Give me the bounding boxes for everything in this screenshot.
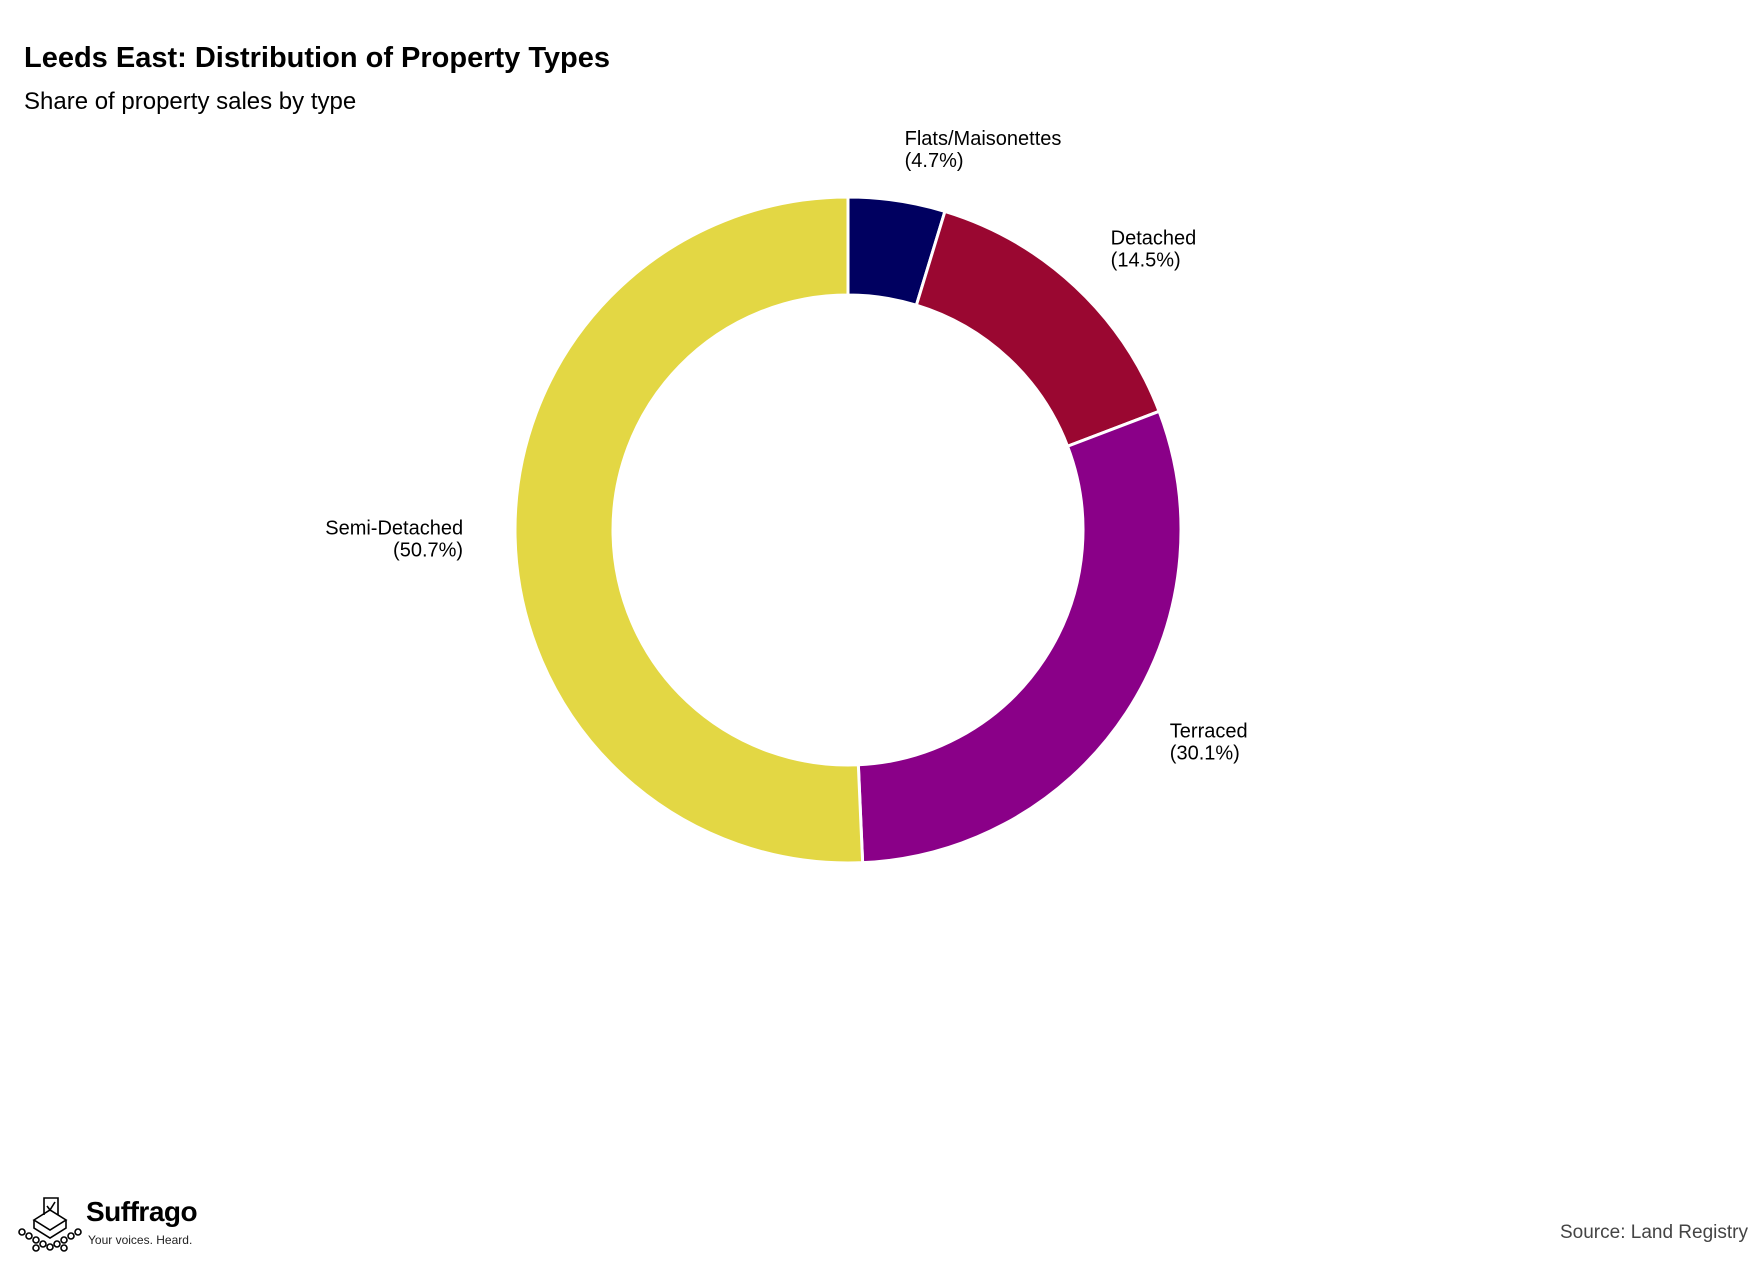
chart-subtitle: Share of property sales by type bbox=[24, 88, 357, 115]
source-note: Source: Land Registry bbox=[1560, 1222, 1748, 1243]
slice-label: Flats/Maisonettes (4.7%) bbox=[905, 128, 1062, 172]
slice-label: Detached (14.5%) bbox=[1111, 228, 1197, 272]
suffrago-logo-icon bbox=[18, 1197, 82, 1252]
brand-tagline: Your voices. Heard. bbox=[88, 1233, 193, 1247]
slice-semi-detached bbox=[513, 195, 865, 865]
slice-terraced bbox=[856, 409, 1183, 865]
chart-title: Leeds East: Distribution of Property Typ… bbox=[24, 42, 611, 74]
brand-name: Suffrago bbox=[86, 1196, 198, 1227]
slice-label: Terraced (30.1%) bbox=[1170, 720, 1248, 764]
slice-label: Semi-Detached (50.7%) bbox=[325, 517, 463, 561]
